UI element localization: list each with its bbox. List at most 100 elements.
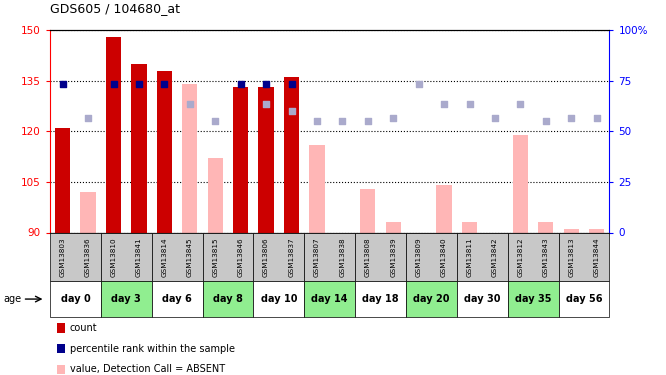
Bar bbox=[589, 229, 604, 232]
Point bbox=[591, 115, 602, 121]
Text: GSM13812: GSM13812 bbox=[517, 237, 523, 277]
Text: GSM13846: GSM13846 bbox=[238, 237, 244, 277]
Point bbox=[286, 108, 297, 114]
Point bbox=[108, 81, 119, 87]
Bar bbox=[355, 281, 406, 317]
Bar bbox=[233, 124, 248, 232]
Text: GDS605 / 104680_at: GDS605 / 104680_at bbox=[50, 2, 180, 15]
Text: GSM13836: GSM13836 bbox=[85, 237, 91, 277]
Bar bbox=[81, 192, 96, 232]
Point bbox=[261, 81, 272, 87]
Bar bbox=[152, 281, 202, 317]
Text: GSM13838: GSM13838 bbox=[340, 237, 346, 277]
Text: GSM13841: GSM13841 bbox=[136, 237, 142, 277]
Point bbox=[439, 101, 450, 107]
Point bbox=[210, 118, 220, 124]
Bar bbox=[284, 168, 299, 232]
Point bbox=[541, 118, 551, 124]
Text: day 6: day 6 bbox=[163, 294, 192, 304]
Text: GSM13844: GSM13844 bbox=[593, 237, 599, 277]
Text: GSM13808: GSM13808 bbox=[365, 237, 371, 277]
Bar bbox=[253, 232, 304, 281]
Text: day 56: day 56 bbox=[565, 294, 602, 304]
Bar bbox=[50, 281, 101, 317]
Text: day 8: day 8 bbox=[213, 294, 243, 304]
Point bbox=[566, 115, 577, 121]
Bar bbox=[559, 232, 609, 281]
Bar bbox=[304, 281, 355, 317]
Bar bbox=[507, 232, 559, 281]
Text: GSM13811: GSM13811 bbox=[466, 237, 473, 277]
Text: count: count bbox=[70, 323, 97, 333]
Point bbox=[57, 81, 68, 87]
Text: GSM13803: GSM13803 bbox=[60, 237, 66, 277]
Point bbox=[83, 115, 93, 121]
Text: GSM13840: GSM13840 bbox=[441, 237, 447, 277]
Bar bbox=[309, 145, 324, 232]
Point bbox=[312, 118, 322, 124]
Bar bbox=[360, 189, 376, 232]
Bar bbox=[386, 222, 401, 232]
Bar bbox=[406, 281, 457, 317]
Point bbox=[184, 101, 195, 107]
Text: day 10: day 10 bbox=[260, 294, 297, 304]
Point bbox=[388, 115, 398, 121]
Point bbox=[490, 115, 500, 121]
Bar bbox=[202, 281, 253, 317]
Bar bbox=[457, 281, 507, 317]
Bar bbox=[253, 281, 304, 317]
Bar bbox=[182, 84, 197, 232]
Bar bbox=[55, 128, 71, 232]
Text: day 30: day 30 bbox=[464, 294, 500, 304]
Point bbox=[414, 81, 424, 87]
Text: GSM13837: GSM13837 bbox=[288, 237, 294, 277]
Point bbox=[337, 118, 348, 124]
Bar bbox=[101, 232, 152, 281]
Text: GSM13839: GSM13839 bbox=[390, 237, 396, 277]
Bar bbox=[157, 70, 172, 232]
Bar bbox=[507, 281, 559, 317]
Bar bbox=[563, 229, 579, 232]
Text: day 0: day 0 bbox=[61, 294, 91, 304]
Bar bbox=[406, 232, 457, 281]
Text: day 20: day 20 bbox=[413, 294, 450, 304]
Bar bbox=[101, 281, 152, 317]
Bar bbox=[513, 135, 528, 232]
Bar bbox=[202, 232, 253, 281]
Bar bbox=[462, 222, 477, 232]
Text: percentile rank within the sample: percentile rank within the sample bbox=[70, 344, 235, 354]
Bar bbox=[233, 87, 248, 232]
Text: day 3: day 3 bbox=[111, 294, 141, 304]
Text: GSM13806: GSM13806 bbox=[263, 237, 269, 277]
Text: GSM13815: GSM13815 bbox=[212, 237, 218, 277]
Text: GSM13814: GSM13814 bbox=[161, 237, 167, 277]
Bar bbox=[152, 232, 202, 281]
Text: GSM13843: GSM13843 bbox=[543, 237, 549, 277]
Bar bbox=[50, 232, 101, 281]
Bar bbox=[106, 37, 121, 232]
Point bbox=[159, 81, 170, 87]
Point bbox=[515, 101, 525, 107]
Text: age: age bbox=[3, 294, 21, 304]
Bar bbox=[131, 64, 147, 232]
Bar bbox=[436, 185, 452, 232]
Bar bbox=[284, 77, 299, 232]
Text: day 18: day 18 bbox=[362, 294, 399, 304]
Text: value, Detection Call = ABSENT: value, Detection Call = ABSENT bbox=[70, 364, 225, 374]
Bar bbox=[208, 158, 223, 232]
Bar bbox=[355, 232, 406, 281]
Text: GSM13809: GSM13809 bbox=[416, 237, 422, 277]
Bar bbox=[538, 222, 553, 232]
Text: GSM13810: GSM13810 bbox=[111, 237, 117, 277]
Text: GSM13813: GSM13813 bbox=[568, 237, 574, 277]
Point bbox=[134, 81, 145, 87]
Point bbox=[261, 101, 272, 107]
Point bbox=[362, 118, 373, 124]
Text: GSM13842: GSM13842 bbox=[492, 237, 498, 277]
Bar bbox=[258, 87, 274, 232]
Text: day 35: day 35 bbox=[515, 294, 551, 304]
Text: GSM13845: GSM13845 bbox=[186, 237, 193, 277]
Text: day 14: day 14 bbox=[312, 294, 348, 304]
Bar bbox=[457, 232, 507, 281]
Bar bbox=[304, 232, 355, 281]
